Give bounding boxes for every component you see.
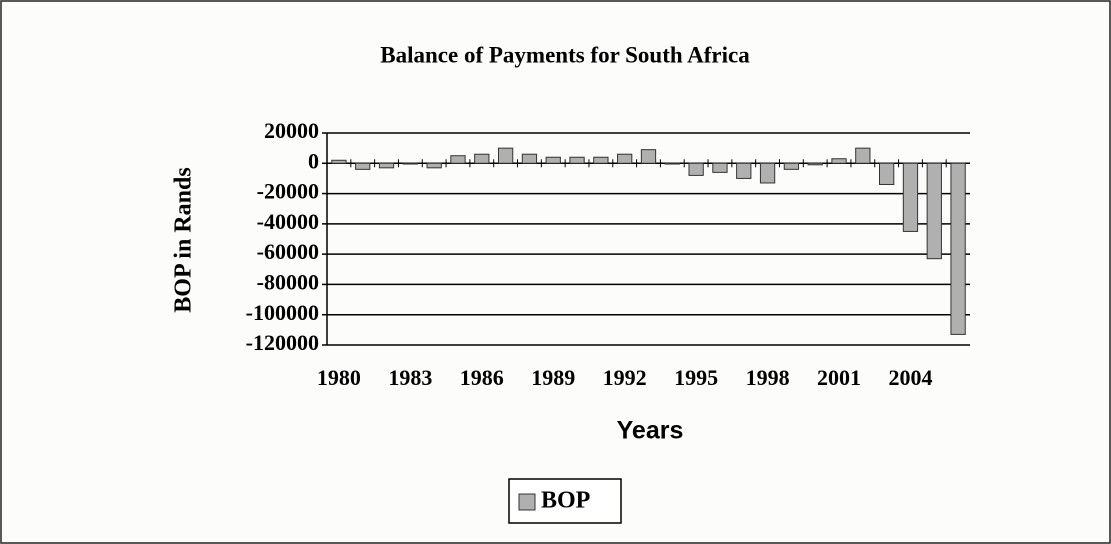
bar (521, 153, 538, 164)
bar (378, 162, 395, 169)
bar (807, 162, 823, 166)
y-tick-label: 20000 (264, 118, 319, 143)
bar (450, 155, 466, 164)
chart-title: Balance of Payments for South Africa (380, 42, 750, 67)
x-tick-label: 1995 (674, 365, 718, 390)
x-tick-label: 1989 (531, 365, 575, 390)
bar (355, 162, 371, 170)
bar (831, 158, 847, 164)
bar (474, 153, 490, 164)
y-tick-label: -40000 (257, 209, 319, 234)
bar (879, 162, 895, 185)
bar (497, 147, 514, 164)
y-axis-label: BOP in Rands (171, 167, 197, 312)
bar (950, 162, 966, 335)
x-tick-label: 1998 (746, 365, 790, 390)
bar (545, 156, 561, 164)
bar (617, 153, 633, 164)
x-tick-label: 1992 (603, 365, 647, 390)
bar (712, 162, 728, 173)
x-tick-label: 1983 (388, 365, 432, 390)
x-tick-label: 1980 (317, 365, 361, 390)
bar (902, 162, 919, 232)
bar (783, 162, 800, 170)
bar (688, 162, 704, 176)
bar (569, 156, 585, 164)
x-tick-label: 1986 (460, 365, 504, 390)
y-tick-label: -120000 (246, 330, 319, 355)
bar (426, 162, 442, 169)
x-tick-label: 2004 (888, 365, 932, 390)
bar (855, 147, 871, 164)
bar (736, 162, 752, 179)
bar (759, 162, 776, 184)
bar (664, 162, 680, 165)
y-tick-label: 0 (308, 148, 319, 173)
y-tick-label: -80000 (257, 269, 319, 294)
bar (593, 156, 609, 164)
y-tick-label: -20000 (257, 179, 319, 204)
bar (331, 159, 347, 164)
legend-label: BOP (541, 488, 590, 514)
x-axis-label: Years (617, 417, 684, 445)
y-tick-label: -60000 (257, 239, 319, 264)
y-tick-label: -100000 (246, 300, 319, 325)
x-tick-label: 2001 (817, 365, 861, 390)
bar (640, 149, 657, 164)
bar (926, 162, 942, 260)
legend-swatch (518, 493, 536, 511)
bar (402, 162, 418, 165)
